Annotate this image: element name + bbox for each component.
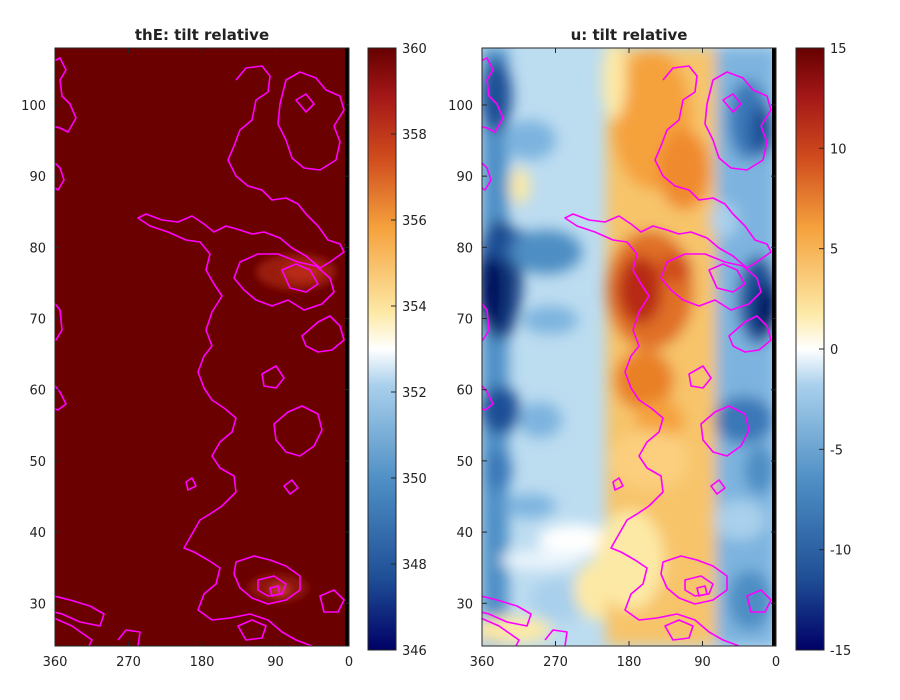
- right-edge-bar: [772, 48, 776, 646]
- heatmap-u: [482, 48, 776, 646]
- y-tick-label: 90: [29, 170, 46, 185]
- colorbar-ticks-left: 346 348 350 352 354 356 358 360: [391, 42, 427, 659]
- y-tick-label: 90: [456, 170, 473, 185]
- x-tick-label: 360: [43, 655, 68, 670]
- colorbar-the: [367, 47, 397, 651]
- y-tick-label: 80: [456, 241, 473, 256]
- colorbar-tick-label: -10: [830, 544, 851, 559]
- panel-title-left: thE: tilt relative: [135, 26, 269, 44]
- colorbar-tick-label: 360: [402, 42, 427, 57]
- colorbar-tick-label: 352: [402, 386, 427, 401]
- panel-right: u: tilt relative: [448, 26, 851, 670]
- colorbar-ticks-right: -15 -10 -5 0 5 10 15: [819, 42, 851, 659]
- x-tick-label: 90: [267, 655, 284, 670]
- colorbar-tick-label: 358: [402, 128, 427, 143]
- axes-left: 360 270 180 90 0 30 40 50 60 70 80 90 100: [21, 48, 353, 670]
- colorbar-tick-label: -5: [830, 443, 843, 458]
- colorbar-tick-label: -15: [830, 644, 851, 659]
- y-tick-label: 80: [29, 241, 46, 256]
- axes-right: 360 270 180 90 0 30 40 50 60 70 80 90 100: [448, 48, 780, 670]
- y-tick-label: 100: [21, 99, 46, 114]
- colorbar-tick-label: 0: [830, 343, 838, 358]
- y-tick-label: 60: [456, 384, 473, 399]
- x-tick-label: 270: [116, 655, 141, 670]
- colorbar-tick-label: 350: [402, 472, 427, 487]
- y-tick-label: 40: [456, 526, 473, 541]
- panel-title-right: u: tilt relative: [571, 26, 688, 44]
- y-tick-label: 70: [456, 313, 473, 328]
- y-tick-label: 40: [29, 526, 46, 541]
- y-tick-label: 70: [29, 313, 46, 328]
- colorbar-tick-label: 346: [402, 644, 427, 659]
- y-tick-label: 30: [29, 597, 46, 612]
- heatmap-the: [55, 48, 349, 646]
- y-tick-label: 60: [29, 384, 46, 399]
- colorbar-tick-label: 348: [402, 558, 427, 573]
- colorbar-tick-label: 15: [830, 42, 847, 57]
- x-tick-label: 180: [617, 655, 642, 670]
- x-tick-label: 0: [772, 655, 780, 670]
- x-tick-label: 270: [543, 655, 568, 670]
- colorbar-tick-label: 10: [830, 142, 847, 157]
- y-tick-label: 30: [456, 597, 473, 612]
- panel-left: thE: tilt relative 360 270 180 90 0 30 40 50 60 7…: [21, 26, 427, 670]
- x-tick-label: 0: [345, 655, 353, 670]
- colorbar-tick-label: 5: [830, 243, 838, 258]
- colorbar-tick-label: 356: [402, 214, 427, 229]
- x-tick-label: 180: [190, 655, 215, 670]
- x-tick-label: 90: [694, 655, 711, 670]
- colorbar-tick-label: 354: [402, 300, 427, 315]
- x-tick-label: 360: [470, 655, 495, 670]
- y-tick-label: 100: [448, 99, 473, 114]
- y-tick-label: 50: [29, 455, 46, 470]
- right-edge-bar: [345, 48, 349, 646]
- y-tick-label: 50: [456, 455, 473, 470]
